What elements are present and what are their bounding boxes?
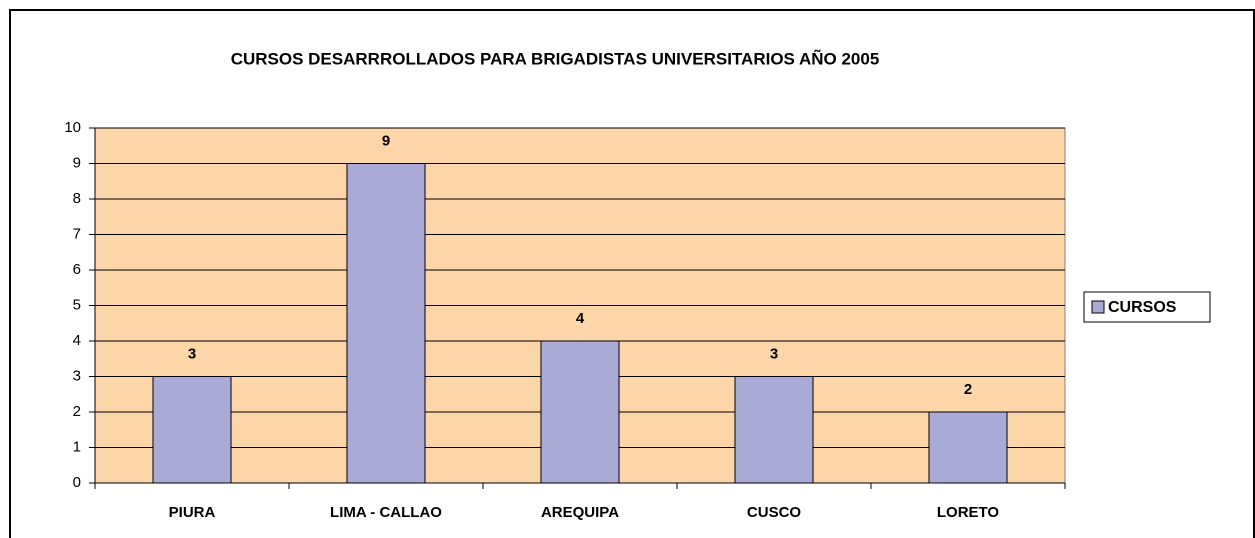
data-label: 4 [576,310,585,327]
x-tick-label: LORETO [937,504,1000,521]
x-tick-label: CUSCO [747,504,802,521]
y-tick-label: 0 [73,474,81,491]
x-tick-label: AREQUIPA [541,504,619,521]
data-label: 3 [188,345,196,362]
y-tick-label: 4 [73,332,81,349]
bar [540,340,620,484]
bar [928,411,1008,484]
y-tick-label: 1 [73,438,81,455]
chart-title: CURSOS DESARRROLLADOS PARA BRIGADISTAS U… [231,48,880,68]
legend-swatch [1091,300,1105,314]
y-tick-label: 6 [73,261,81,278]
bar [346,163,426,484]
y-tick-label: 10 [64,119,81,136]
data-label: 2 [964,381,972,398]
data-label: 9 [382,132,390,149]
legend-label: CURSOS [1108,299,1177,316]
bar [734,376,814,484]
y-tick-label: 7 [73,225,81,242]
x-tick-label: PIURA [169,504,216,521]
bar [152,376,232,484]
legend-box [1083,291,1211,323]
y-tick-label: 9 [73,154,81,171]
y-tick-label: 5 [73,296,81,313]
y-tick-label: 8 [73,190,81,207]
data-label: 3 [770,345,778,362]
y-tick-label: 3 [73,367,81,384]
x-tick-label: LIMA - CALLAO [330,504,442,521]
y-tick-label: 2 [73,403,81,420]
